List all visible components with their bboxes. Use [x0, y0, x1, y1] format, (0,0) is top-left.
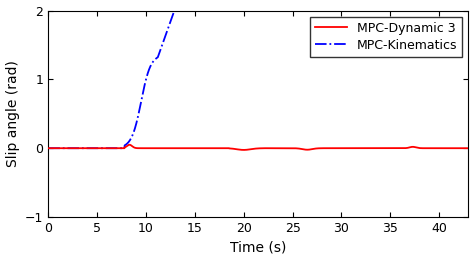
- MPC-Dynamic 3: [465, 147, 471, 150]
- MPC-Dynamic 3: [377, 147, 383, 150]
- MPC-Dynamic 3: [250, 147, 256, 151]
- MPC-Kinematics: [46, 147, 51, 150]
- X-axis label: Time (s): Time (s): [230, 240, 287, 255]
- MPC-Dynamic 3: [239, 148, 245, 151]
- Line: MPC-Kinematics: MPC-Kinematics: [48, 0, 468, 148]
- MPC-Dynamic 3: [454, 147, 459, 150]
- Y-axis label: Slip angle (rad): Slip angle (rad): [6, 60, 19, 167]
- Legend: MPC-Dynamic 3, MPC-Kinematics: MPC-Dynamic 3, MPC-Kinematics: [310, 17, 462, 57]
- Line: MPC-Dynamic 3: MPC-Dynamic 3: [48, 145, 468, 150]
- MPC-Dynamic 3: [127, 143, 132, 146]
- MPC-Kinematics: [67, 147, 73, 150]
- MPC-Dynamic 3: [67, 147, 73, 150]
- MPC-Dynamic 3: [241, 148, 246, 152]
- MPC-Dynamic 3: [46, 147, 51, 150]
- MPC-Dynamic 3: [454, 147, 459, 150]
